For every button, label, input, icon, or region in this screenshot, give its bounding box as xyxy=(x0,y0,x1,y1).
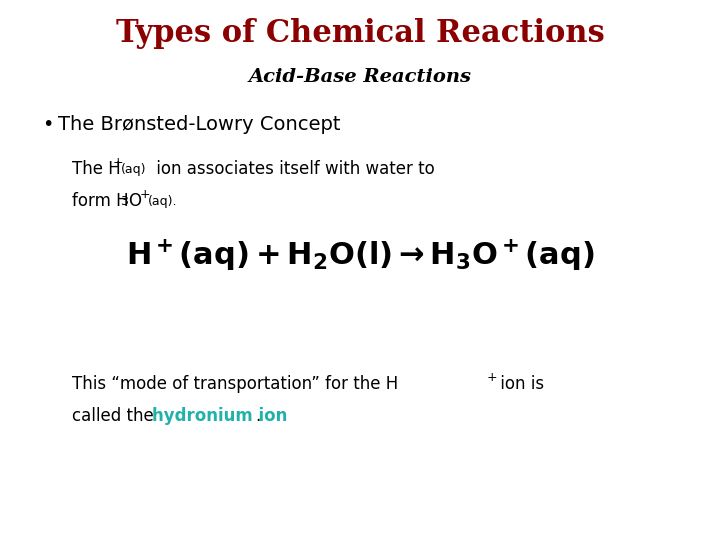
Text: •: • xyxy=(42,115,53,134)
Text: hydronium ion: hydronium ion xyxy=(152,407,287,425)
Text: (aq): (aq) xyxy=(121,163,146,176)
Text: The H: The H xyxy=(72,160,121,178)
Text: (aq).: (aq). xyxy=(148,195,178,208)
Text: .: . xyxy=(255,407,260,425)
Text: called the: called the xyxy=(72,407,159,425)
Text: The Brønsted-Lowry Concept: The Brønsted-Lowry Concept xyxy=(58,115,341,134)
Text: +: + xyxy=(113,156,124,169)
Text: ion associates itself with water to: ion associates itself with water to xyxy=(151,160,435,178)
Text: Acid-Base Reactions: Acid-Base Reactions xyxy=(248,68,472,86)
Text: 3: 3 xyxy=(120,195,128,208)
Text: Types of Chemical Reactions: Types of Chemical Reactions xyxy=(116,18,604,49)
Text: This “mode of transportation” for the H: This “mode of transportation” for the H xyxy=(72,375,398,393)
Text: ion is: ion is xyxy=(495,375,544,393)
Text: $\mathbf{H^+(aq) + H_2O(l) \rightarrow H_3O^+(aq)}$: $\mathbf{H^+(aq) + H_2O(l) \rightarrow H… xyxy=(126,238,594,273)
Text: +: + xyxy=(140,188,150,201)
Text: +: + xyxy=(487,371,498,384)
Text: O: O xyxy=(128,192,141,210)
Text: form H: form H xyxy=(72,192,129,210)
